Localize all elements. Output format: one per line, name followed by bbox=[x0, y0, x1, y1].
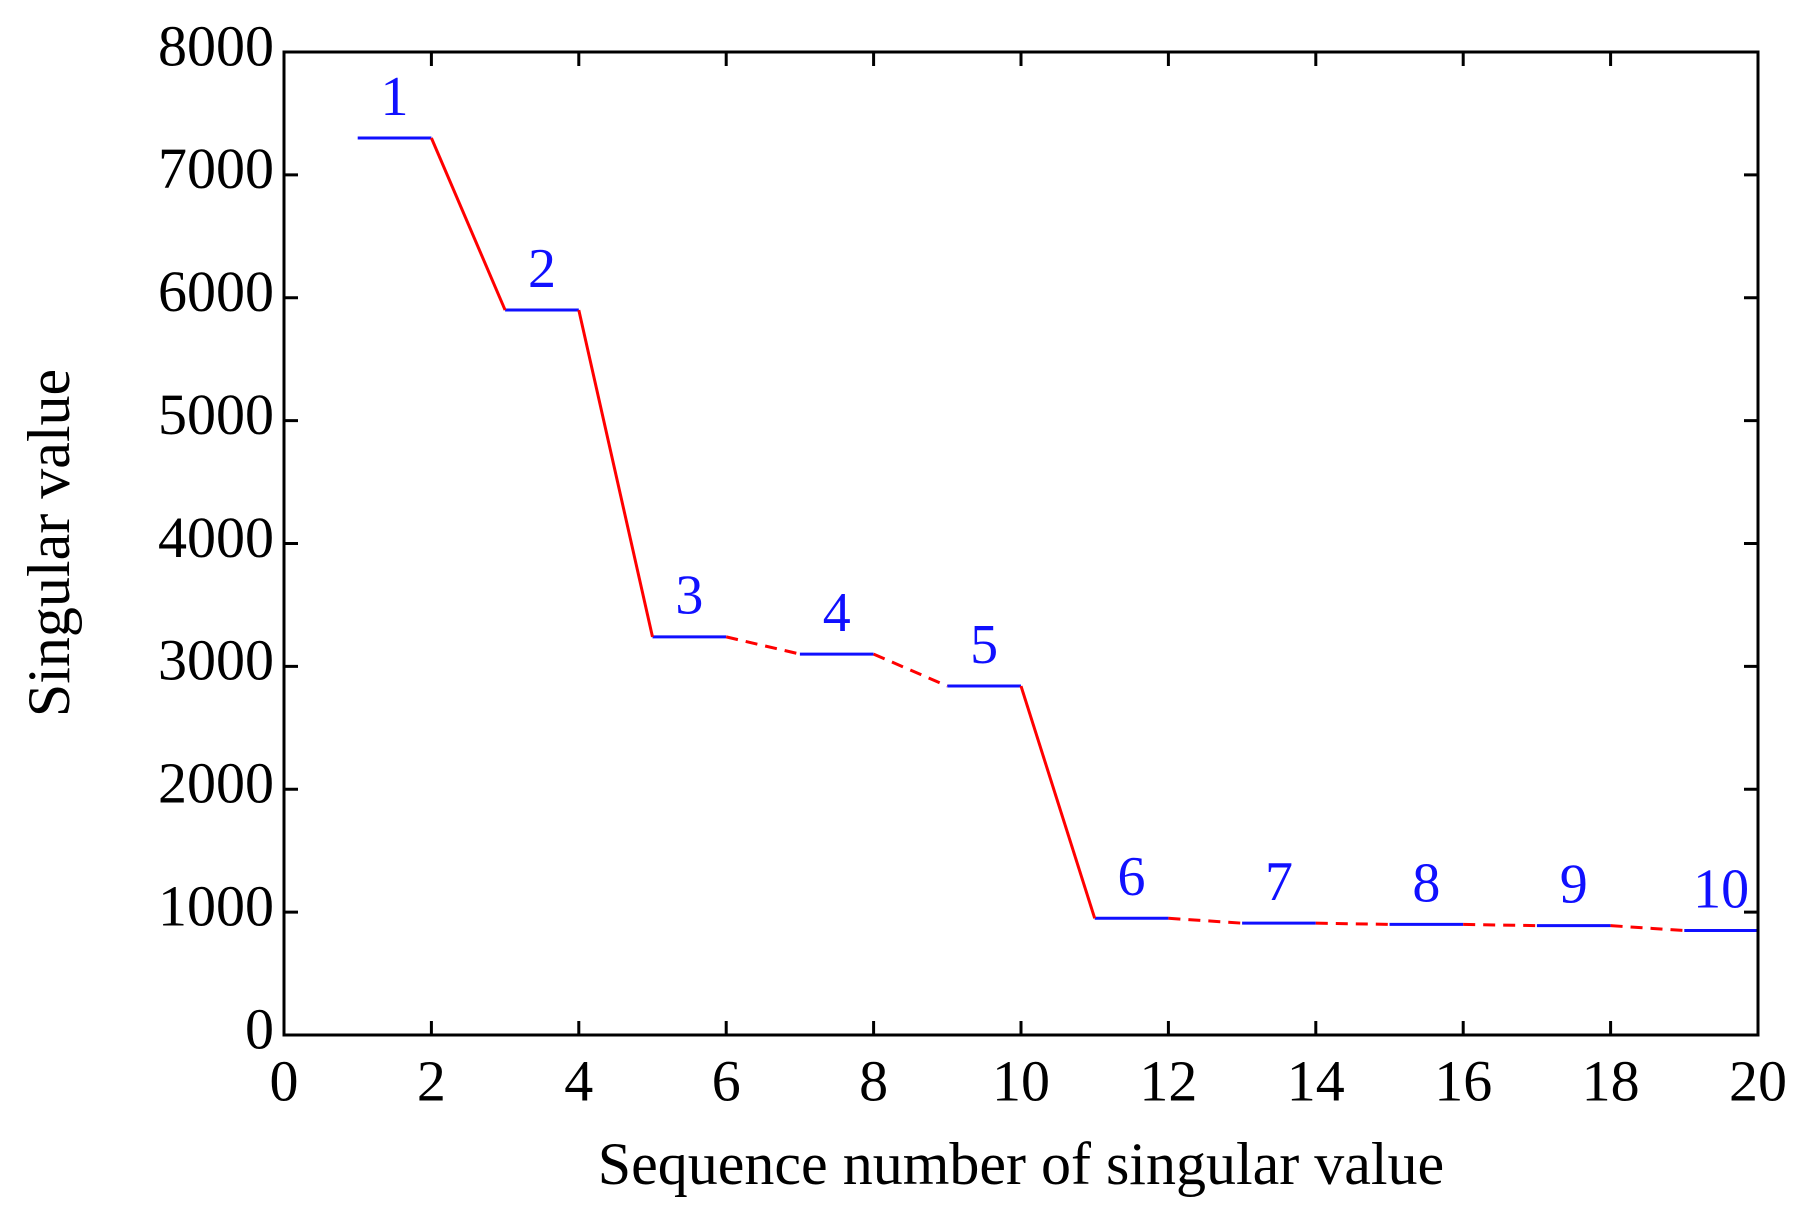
y-tick-label: 8000 bbox=[158, 13, 274, 78]
plot-frame bbox=[282, 50, 1760, 1037]
y-tick-label: 6000 bbox=[158, 259, 274, 324]
group-label: 9 bbox=[1560, 853, 1588, 915]
link-segment bbox=[1019, 685, 1097, 919]
x-tick-label: 2 bbox=[417, 1048, 446, 1113]
x-tick-label: 6 bbox=[712, 1048, 741, 1113]
x-tick-label: 18 bbox=[1582, 1048, 1640, 1113]
y-tick-label: 0 bbox=[245, 996, 274, 1061]
x-tick-label: 12 bbox=[1139, 1048, 1197, 1113]
group-label: 7 bbox=[1265, 851, 1293, 913]
link-segment bbox=[725, 635, 801, 656]
x-axis-title: Sequence number of singular value bbox=[598, 1131, 1444, 1197]
y-axis-title: Singular value bbox=[16, 369, 82, 717]
group-label: 6 bbox=[1118, 846, 1146, 908]
x-tick-label: 0 bbox=[270, 1048, 299, 1113]
y-tick-label: 2000 bbox=[158, 751, 274, 816]
x-tick-label: 8 bbox=[859, 1048, 888, 1113]
y-tick-label: 7000 bbox=[158, 136, 274, 201]
group-label: 5 bbox=[970, 614, 998, 676]
group-label: 1 bbox=[381, 66, 409, 128]
link-segment bbox=[1463, 922, 1537, 928]
y-tick-label: 4000 bbox=[158, 505, 274, 570]
link-segment bbox=[873, 652, 948, 688]
x-tick-label: 10 bbox=[992, 1048, 1050, 1113]
x-tick-label: 14 bbox=[1287, 1048, 1345, 1113]
link-segment bbox=[577, 309, 654, 638]
link-segment bbox=[1168, 916, 1243, 925]
x-tick-label: 16 bbox=[1434, 1048, 1492, 1113]
group-label: 2 bbox=[528, 238, 556, 300]
link-segment bbox=[1315, 921, 1390, 926]
group-label: 3 bbox=[675, 565, 703, 627]
y-tick-label: 3000 bbox=[158, 628, 274, 693]
link-segment bbox=[1610, 924, 1685, 933]
group-label: 10 bbox=[1693, 858, 1749, 920]
x-tick-label: 20 bbox=[1729, 1048, 1787, 1113]
link-segment bbox=[430, 137, 507, 311]
group-label: 8 bbox=[1412, 852, 1440, 914]
group-label: 4 bbox=[823, 582, 851, 644]
x-tick-label: 4 bbox=[564, 1048, 593, 1113]
y-tick-label: 5000 bbox=[158, 382, 274, 447]
y-tick-label: 1000 bbox=[158, 873, 274, 938]
